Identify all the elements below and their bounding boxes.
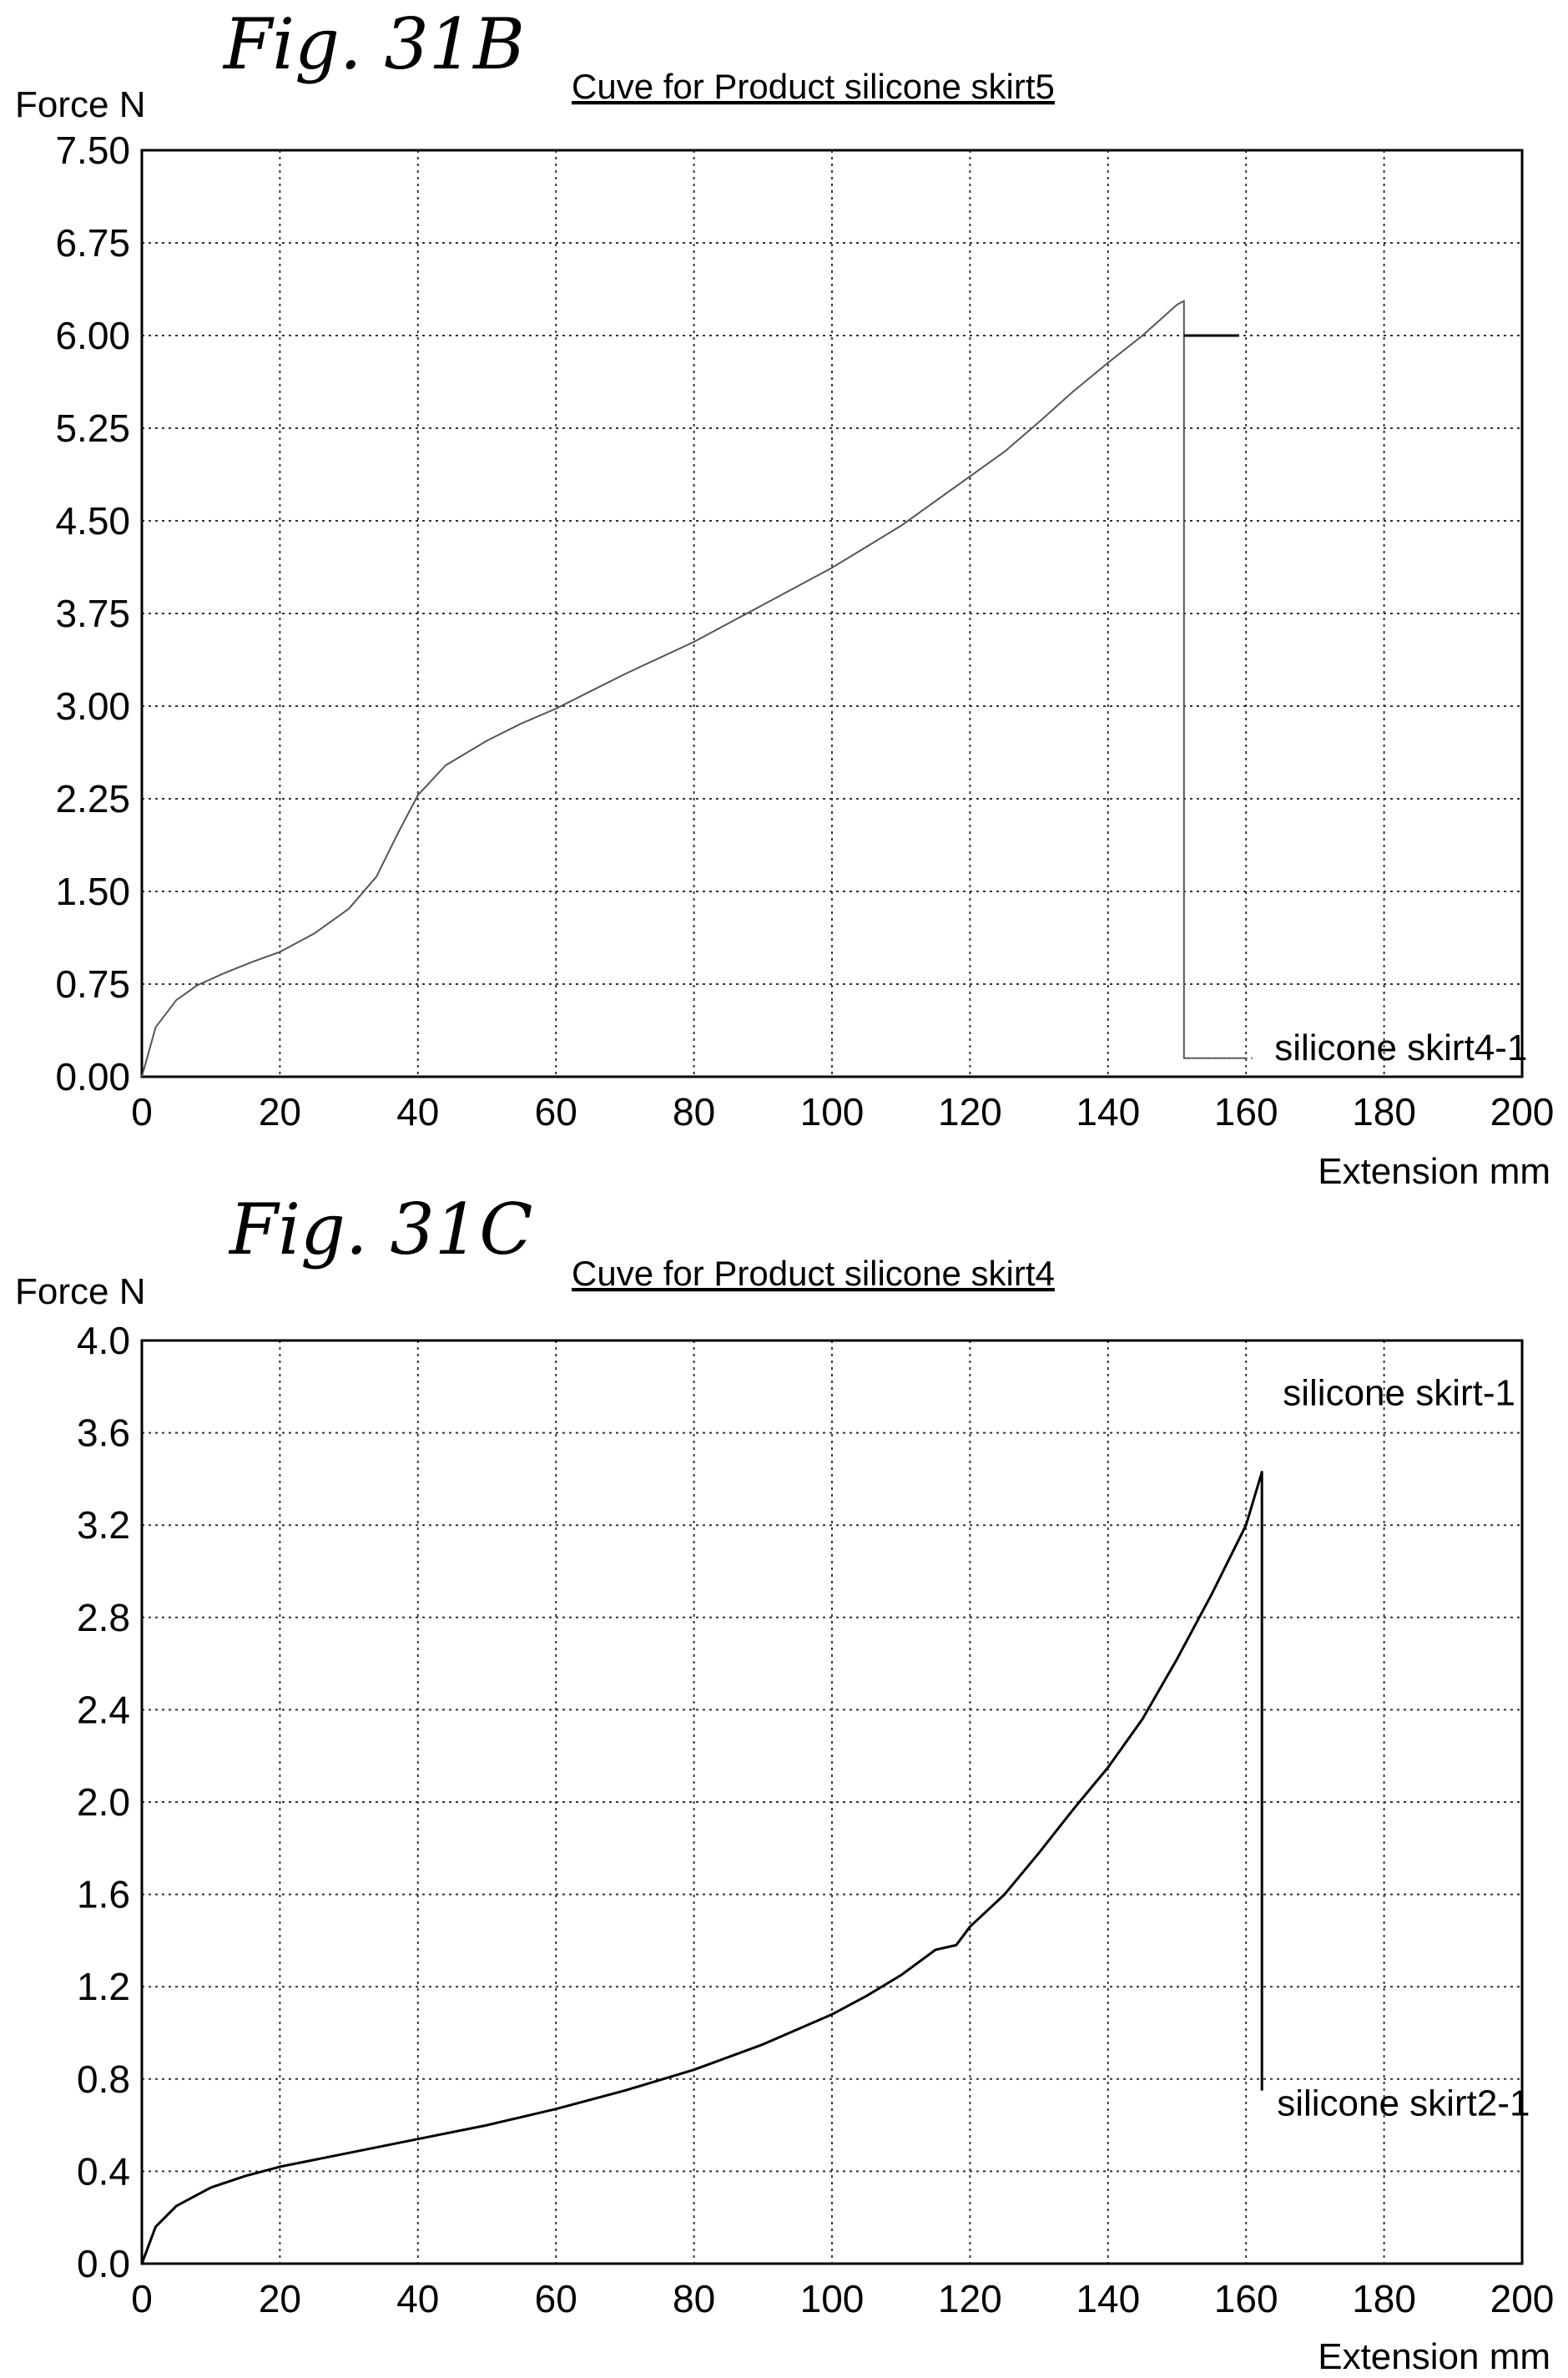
chart-title: Cuve for Product silicone skirt4	[572, 1254, 1055, 1293]
x-tick-labels: 0 20 40 60 80 100 120 140 160 180 200	[131, 1090, 1554, 1133]
chart-fig-31b: Fig. 31B Cuve for Product silicone skirt…	[15, 3, 1554, 1192]
y-tick-labels: 0.0 0.4 0.8 1.2 1.6 2.0 2.4 2.8 3.2 3.6 4.0	[77, 1319, 130, 2285]
x-tick-label: 100	[800, 2277, 865, 2320]
x-tick-labels: 0 20 40 60 80 100 120 140 160 180 200	[131, 2277, 1554, 2320]
y-tick-label: 0.4	[77, 2149, 130, 2193]
y-tick-label: 2.0	[77, 1780, 130, 1824]
x-tick-label: 60	[535, 1090, 577, 1133]
y-tick-label: 3.75	[55, 592, 130, 635]
y-tick-label: 6.75	[55, 221, 130, 265]
series-line	[141, 300, 1247, 1078]
x-tick-label: 120	[938, 1090, 1002, 1133]
y-tick-labels: 0.00 0.75 1.50 2.25 3.00 3.75 4.50 5.25 6.00 6.75…	[55, 129, 130, 1098]
figure-label: Fig. 31C	[228, 1189, 532, 1270]
y-tick-label: 6.00	[55, 314, 130, 357]
y-axis-label: Force N	[15, 84, 145, 125]
y-tick-label: 3.6	[77, 1411, 130, 1455]
legend-label: silicone skirt4-1	[1274, 1027, 1527, 1068]
x-tick-label: 20	[259, 1090, 301, 1133]
x-tick-label: 140	[1076, 1090, 1140, 1133]
x-tick-label: 100	[800, 1090, 865, 1133]
chart-fig-31c: Fig. 31C Cuve for Product silicone skirt…	[15, 1189, 1554, 2377]
y-tick-label: 1.50	[55, 870, 130, 913]
y-tick-label: 3.00	[55, 684, 130, 728]
x-tick-label: 40	[396, 1090, 439, 1133]
y-tick-label: 0.00	[55, 1055, 130, 1098]
x-tick-label: 200	[1490, 2277, 1555, 2320]
legend: silicone skirt-1 silicone skirt2-1	[1277, 1373, 1530, 2124]
y-tick-label: 0.75	[55, 962, 130, 1006]
y-tick-label: 7.50	[55, 129, 130, 172]
legend-label: silicone skirt-1	[1283, 1373, 1515, 1414]
x-tick-label: 40	[396, 2277, 439, 2320]
x-tick-label: 200	[1490, 1090, 1555, 1133]
legend-label: silicone skirt2-1	[1277, 2083, 1530, 2124]
x-axis-label: Extension mm	[1318, 2336, 1550, 2377]
legend: silicone skirt4-1	[1191, 1027, 1527, 1068]
x-tick-label: 140	[1076, 2277, 1140, 2320]
x-tick-label: 20	[259, 2277, 301, 2320]
series-group	[141, 300, 1247, 1078]
x-tick-label: 0	[131, 1090, 153, 1133]
x-tick-label: 60	[535, 2277, 577, 2320]
y-tick-label: 3.2	[77, 1503, 130, 1547]
y-tick-label: 1.6	[77, 1873, 130, 1916]
x-tick-label: 0	[131, 2277, 153, 2320]
series-line	[140, 1471, 1263, 2264]
y-tick-label: 1.2	[77, 1965, 130, 2008]
x-tick-label: 160	[1214, 2277, 1278, 2320]
x-tick-label: 120	[938, 2277, 1002, 2320]
x-tick-label: 80	[673, 1090, 715, 1133]
grid	[141, 1340, 1523, 2264]
x-tick-label: 160	[1214, 1090, 1278, 1133]
plot-frame	[140, 149, 1524, 1078]
series-group	[140, 1471, 1263, 2264]
y-tick-label: 2.4	[77, 1688, 130, 1731]
chart-title: Cuve for Product silicone skirt5	[572, 67, 1055, 106]
plot-frame	[140, 1339, 1524, 2265]
grid	[141, 149, 1523, 1078]
y-tick-label: 0.0	[77, 2242, 130, 2285]
y-tick-label: 5.25	[55, 406, 130, 450]
x-tick-label: 80	[673, 2277, 715, 2320]
y-tick-label: 4.50	[55, 499, 130, 543]
y-tick-label: 2.25	[55, 777, 130, 820]
figure-label: Fig. 31B	[222, 3, 525, 85]
x-axis-label: Extension mm	[1318, 1151, 1550, 1192]
x-tick-label: 180	[1352, 2277, 1416, 2320]
y-tick-label: 4.0	[77, 1319, 130, 1362]
y-tick-label: 0.8	[77, 2057, 130, 2101]
y-tick-label: 2.8	[77, 1596, 130, 1639]
y-axis-label: Force N	[15, 1271, 145, 1312]
x-tick-label: 180	[1352, 1090, 1416, 1133]
